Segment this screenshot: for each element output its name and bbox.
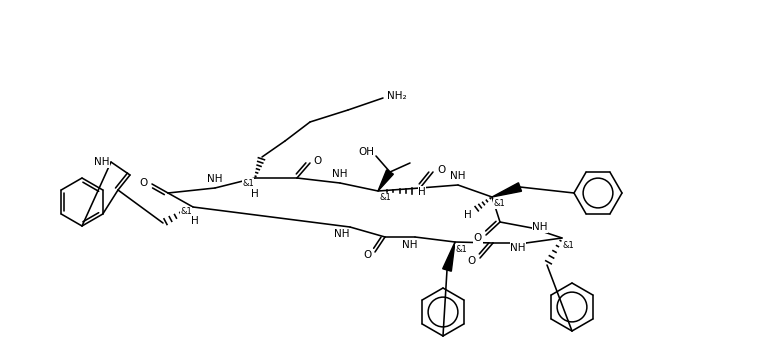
Polygon shape xyxy=(378,170,393,191)
Text: O: O xyxy=(314,156,322,166)
Text: &1: &1 xyxy=(242,178,254,188)
Text: H: H xyxy=(251,189,259,199)
Polygon shape xyxy=(492,183,522,197)
Text: OH: OH xyxy=(358,147,374,157)
Text: NH₂: NH₂ xyxy=(387,91,407,101)
Text: O: O xyxy=(363,250,371,260)
Text: &1: &1 xyxy=(562,240,574,249)
Text: &1: &1 xyxy=(455,244,467,253)
Text: NH: NH xyxy=(94,157,110,167)
Text: O: O xyxy=(437,165,445,175)
Text: &1: &1 xyxy=(493,199,505,209)
Text: O: O xyxy=(474,233,482,243)
Text: NH: NH xyxy=(332,169,347,179)
Text: O: O xyxy=(140,178,148,188)
Text: NH: NH xyxy=(207,174,222,184)
Text: NH: NH xyxy=(532,222,548,232)
Text: NH: NH xyxy=(334,229,350,239)
Text: &1: &1 xyxy=(379,194,391,202)
Polygon shape xyxy=(443,242,455,271)
Text: H: H xyxy=(418,187,426,197)
Text: NH: NH xyxy=(450,171,466,181)
Text: H: H xyxy=(464,210,472,220)
Text: NH: NH xyxy=(510,243,525,253)
Text: O: O xyxy=(468,256,476,266)
Text: H: H xyxy=(191,216,199,226)
Text: NH: NH xyxy=(402,240,418,250)
Text: &1: &1 xyxy=(180,207,192,216)
